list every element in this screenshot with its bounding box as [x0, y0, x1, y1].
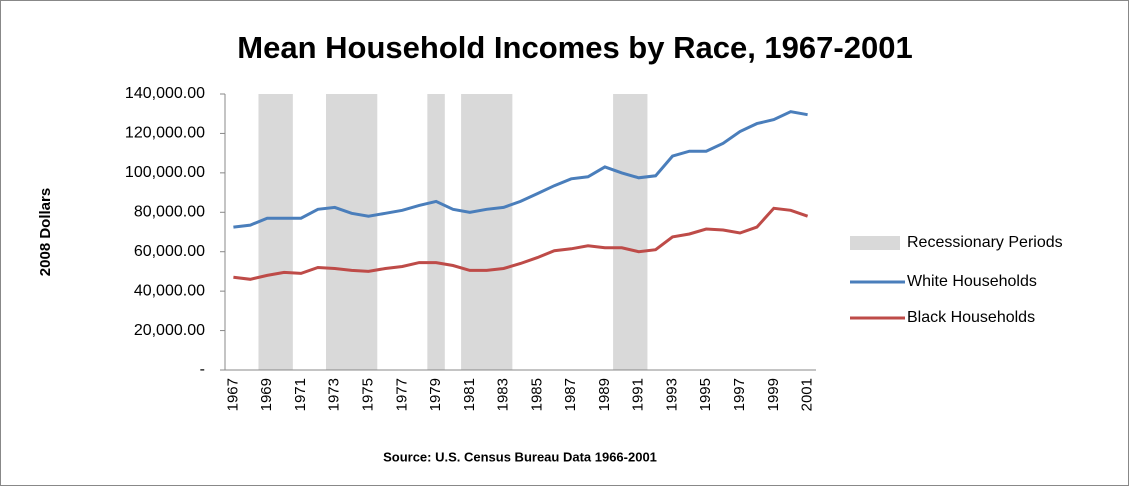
- y-tick-label: 120,000.00: [125, 125, 205, 142]
- x-tick-label: 1977: [393, 378, 410, 411]
- source-note: Source: U.S. Census Bureau Data 1966-200…: [383, 449, 657, 464]
- chart-title: Mean Household Incomes by Race, 1967-200…: [237, 30, 912, 65]
- x-tick-label: 1973: [326, 378, 343, 411]
- legend-label: White Households: [907, 273, 1037, 290]
- data-line: [233, 206, 809, 281]
- y-tick-label: 140,000.00: [125, 85, 205, 102]
- data-line: [233, 110, 808, 229]
- x-tick-label: 1997: [731, 378, 748, 411]
- y-tick-label: 20,000.00: [134, 322, 205, 339]
- x-tick-label: 1989: [596, 378, 613, 411]
- recession-bar: [613, 94, 631, 370]
- x-tick-label: 1991: [630, 378, 647, 411]
- x-tick-label: 1975: [359, 378, 376, 411]
- x-tick-label: 1981: [461, 378, 478, 411]
- recession-bar: [629, 94, 648, 370]
- y-tick-label: -: [200, 361, 205, 378]
- recession-bar: [461, 94, 479, 370]
- x-tick-label: 1987: [562, 378, 579, 411]
- x-tick-label: 1999: [765, 378, 782, 411]
- x-tick-label: 1985: [528, 378, 545, 411]
- x-tick-label: 1971: [292, 378, 309, 411]
- y-tick-label: 60,000.00: [134, 243, 205, 260]
- x-tick-label: 1979: [427, 378, 444, 411]
- legend-label: Recessionary Periods: [907, 234, 1063, 251]
- x-tick-label: 1967: [224, 378, 241, 411]
- recession-bar: [427, 94, 445, 370]
- recession-bar: [342, 94, 361, 370]
- x-tick-label: 1995: [697, 378, 714, 411]
- recession-bar: [359, 94, 378, 370]
- y-tick-label: 80,000.00: [134, 204, 205, 221]
- x-tick-label: 1969: [258, 378, 275, 411]
- recession-bar: [477, 94, 496, 370]
- x-tick-label: 1993: [663, 378, 680, 411]
- legend-label: Black Households: [907, 309, 1035, 326]
- recession-bar: [494, 94, 513, 370]
- y-axis-title: 2008 Dollars: [37, 188, 54, 276]
- recession-bar: [275, 94, 293, 370]
- recession-bar: [326, 94, 344, 370]
- x-tick-label: 1983: [495, 378, 512, 411]
- legend-swatch: [850, 236, 900, 250]
- recession-bar: [258, 94, 276, 370]
- y-tick-label: 100,000.00: [125, 164, 205, 181]
- x-tick-label: 2001: [799, 378, 816, 411]
- y-tick-label: 40,000.00: [134, 282, 205, 299]
